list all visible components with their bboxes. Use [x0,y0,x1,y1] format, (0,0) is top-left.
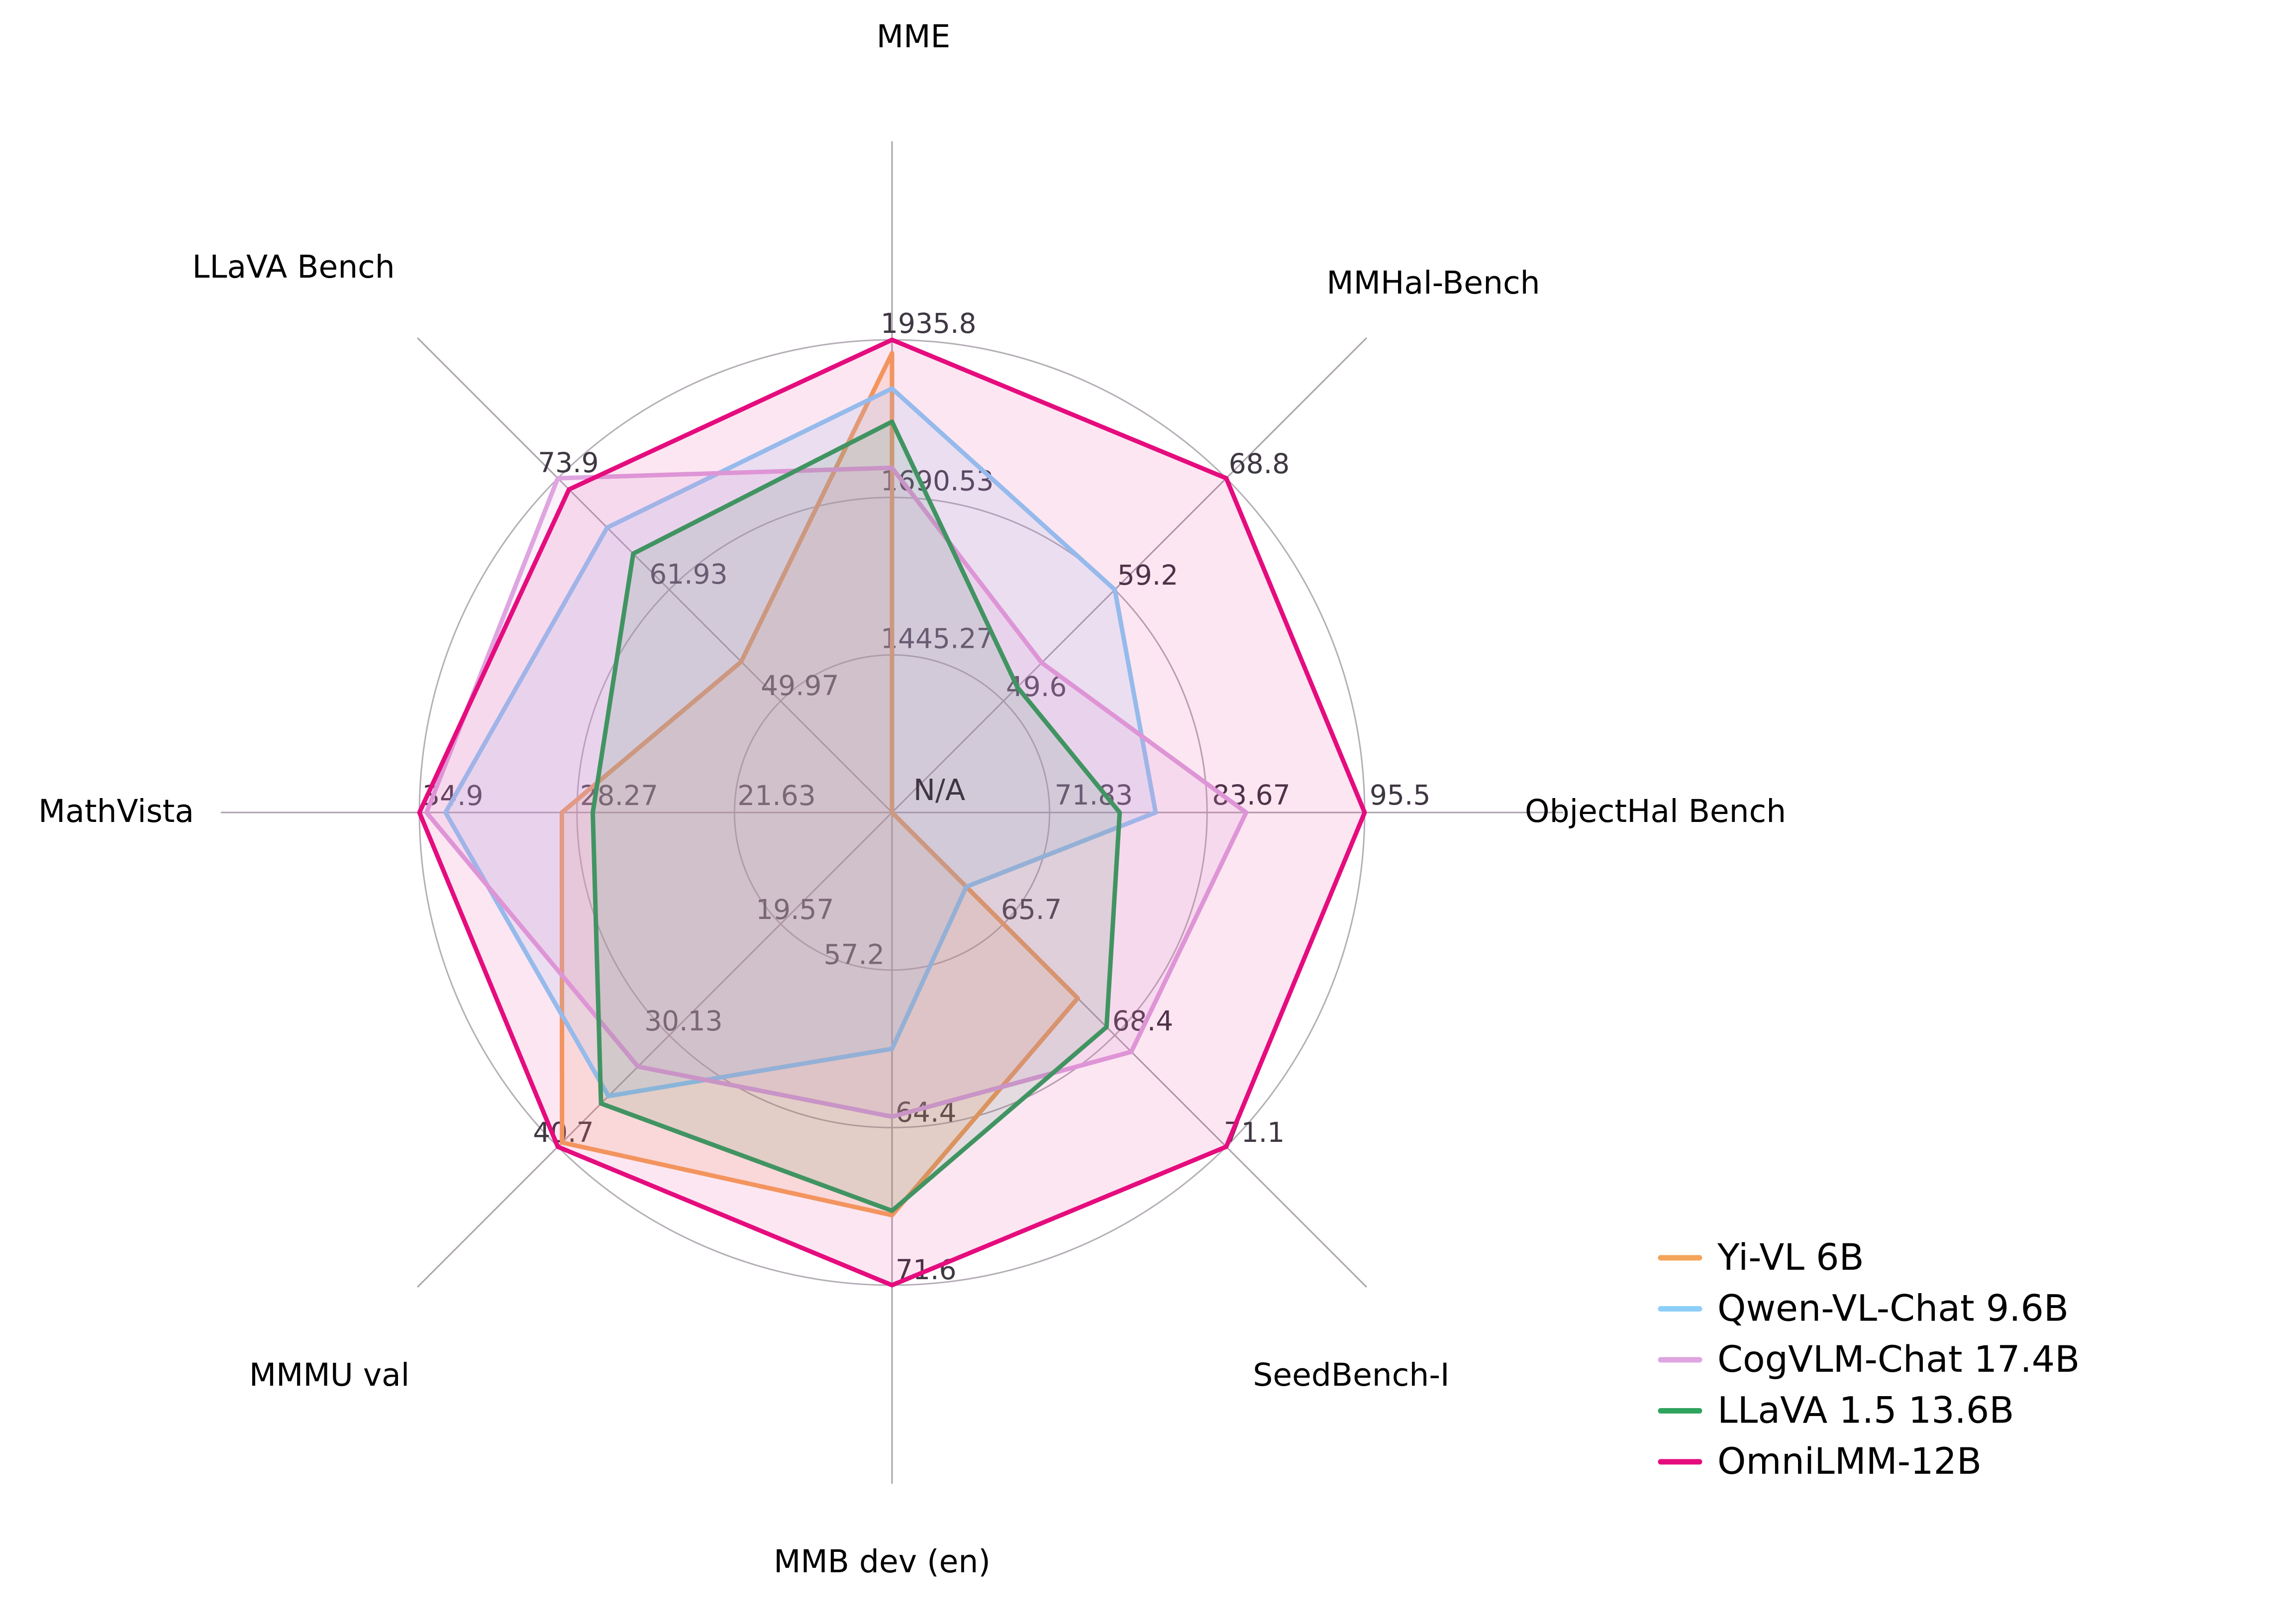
axis-title: MMB dev (en) [774,1543,991,1580]
tick-label: 73.9 [538,447,598,479]
legend-item: Yi-VL 6B [1658,1236,1864,1279]
tick-label: 1935.8 [881,307,976,339]
series-polygon [424,465,1249,1119]
legend-label: LLaVA 1.5 13.6B [1717,1390,2014,1432]
axis-title: LLaVA Bench [192,249,395,285]
tick-label: 21.63 [737,780,815,812]
tick-label: 59.2 [1117,559,1178,591]
tick-label: 95.5 [1370,779,1430,811]
legend-label: Qwen-VL-Chat 9.6B [1717,1288,2069,1330]
legend-item: LLaVA 1.5 13.6B [1658,1390,2014,1432]
legend-label: CogVLM-Chat 17.4B [1717,1338,2080,1381]
tick-label: 61.93 [649,558,727,590]
series-polygon [417,337,1367,1288]
axis-title: MMMU val [249,1357,410,1393]
axis-title: MathVista [38,793,194,829]
legend-label: Yi-VL 6B [1717,1236,1864,1279]
tick-label: 68.8 [1229,448,1290,480]
legend-item: Qwen-VL-Chat 9.6B [1658,1288,2069,1330]
axis-title: ObjectHal Bench [1525,793,1786,829]
tick-label: 49.97 [761,670,839,702]
legend-item: CogVLM-Chat 17.4B [1658,1338,2080,1381]
series-polygon [443,386,1158,1099]
tick-label: 30.13 [644,1005,722,1037]
axis-title: MMHal-Bench [1326,265,1540,301]
tick-label: 19.57 [756,894,834,925]
tick-label: 1445.27 [881,622,994,654]
axis-title: MME [877,18,951,55]
legend-label: OmniLMM-12B [1717,1440,1982,1483]
center-na-label: N/A [913,773,965,807]
tick-label: 71.83 [1055,779,1133,811]
legend-item: OmniLMM-12B [1658,1440,1982,1483]
series-polygon [559,351,1080,1218]
tick-label: 57.2 [824,939,885,971]
tick-label: 65.7 [1001,894,1062,925]
series-polygon [591,419,1122,1213]
axis-title: SeedBench-I [1253,1357,1449,1393]
